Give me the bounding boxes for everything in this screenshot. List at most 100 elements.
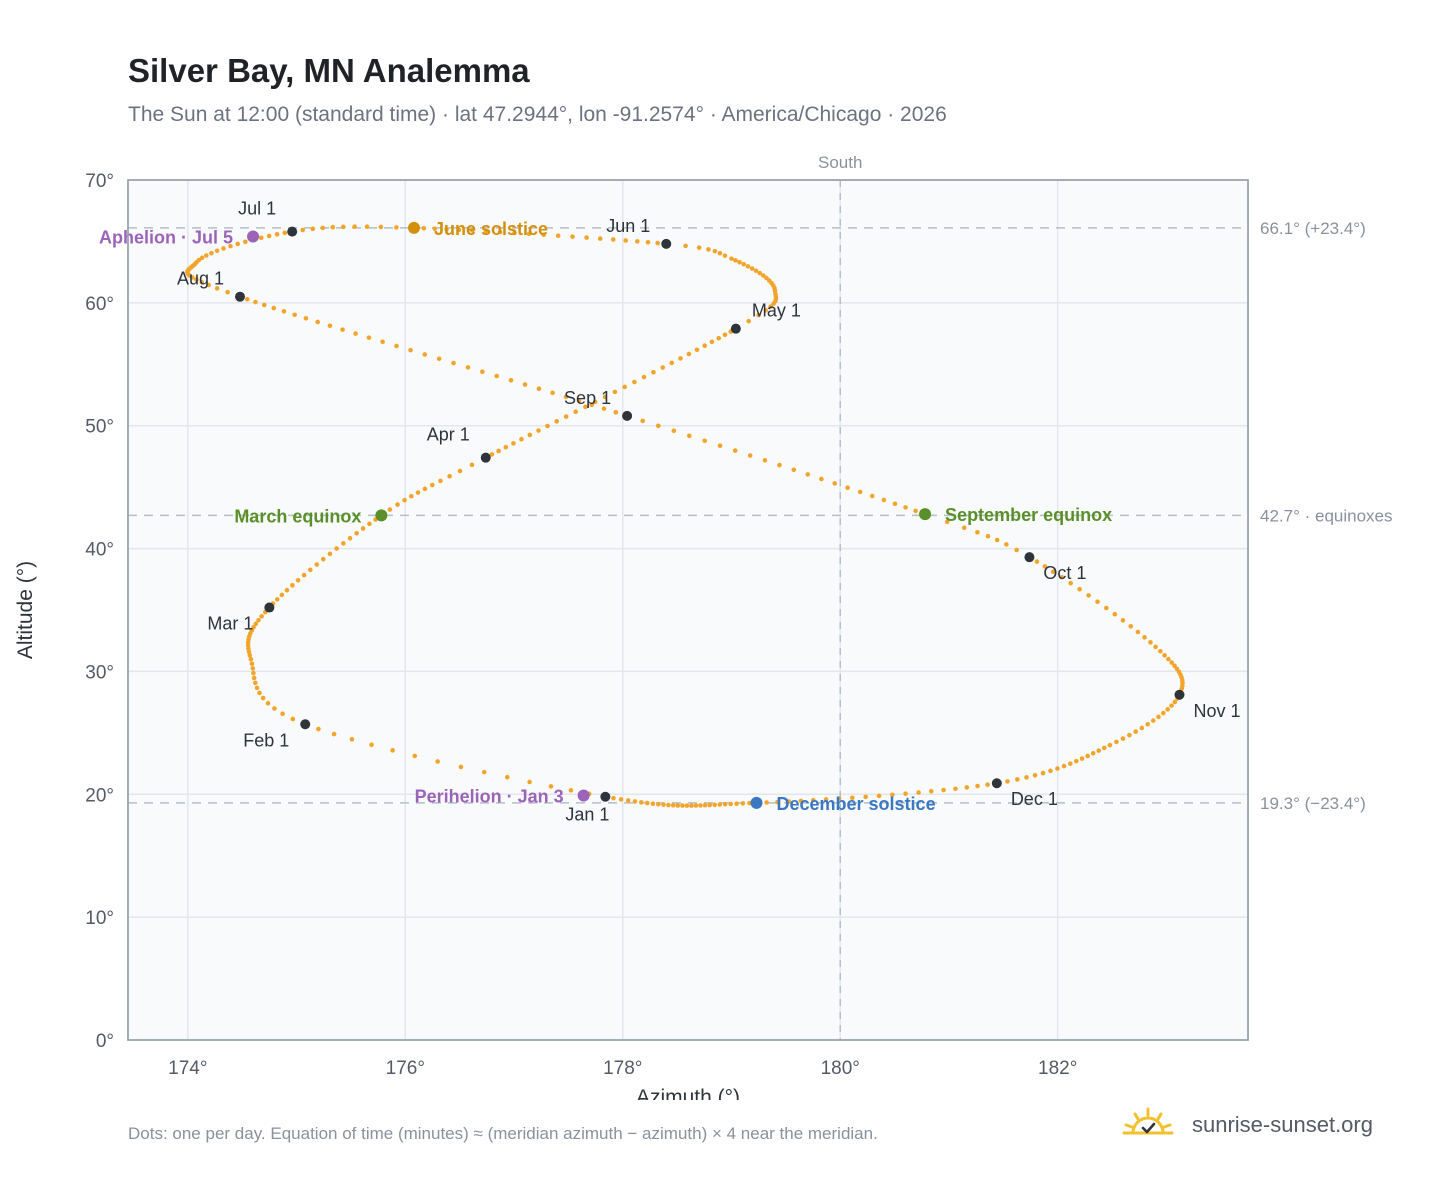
x-tick-label: 176°: [386, 1058, 425, 1079]
day-dot: [503, 444, 509, 450]
plot-frame: [127, 179, 1249, 1041]
day-dot: [669, 360, 675, 366]
brand-link[interactable]: sunrise-sunset.org: [1120, 1100, 1373, 1150]
day-dot: [757, 270, 763, 276]
day-dot: [768, 304, 773, 309]
day-dot: [504, 774, 510, 780]
day-dot: [745, 264, 751, 269]
day-dot: [190, 275, 195, 280]
day-dot: [221, 246, 226, 251]
day-dot: [632, 379, 637, 385]
day-dot: [775, 799, 780, 805]
event-label: September equinox: [945, 505, 1112, 525]
day-dot: [1153, 644, 1158, 650]
day-dot: [573, 409, 579, 415]
day-dot: [199, 255, 205, 261]
day-dot: [810, 797, 816, 803]
day-dot: [717, 802, 723, 807]
month-label: Jan 1: [565, 805, 609, 825]
month-label: Sep 1: [564, 388, 611, 408]
day-dot: [656, 801, 661, 807]
day-dot: [678, 356, 683, 361]
day-dot: [245, 296, 250, 302]
day-dot: [320, 556, 326, 562]
x-axis-title: Azimuth (°): [636, 1086, 740, 1100]
day-dot: [611, 795, 616, 801]
day-dot: [1055, 766, 1060, 771]
day-dot: [563, 414, 569, 419]
day-dot: [1085, 753, 1090, 759]
day-dot: [360, 526, 366, 531]
day-dot: [737, 259, 742, 265]
day-dot: [717, 250, 723, 256]
day-dot: [975, 783, 980, 789]
day-dot: [881, 497, 887, 503]
day-dot: [749, 266, 755, 271]
day-dot: [469, 228, 475, 233]
day-dot: [340, 327, 345, 332]
day-dot: [235, 241, 241, 247]
day-dot: [228, 243, 233, 249]
day-dot: [1090, 751, 1096, 756]
day-dot: [680, 803, 685, 808]
day-dot: [251, 675, 257, 681]
day-dot: [526, 231, 532, 237]
day-dot: [390, 748, 395, 753]
day-dot: [496, 448, 501, 454]
day-dot: [508, 377, 514, 383]
day-dot: [791, 467, 797, 473]
day-dot: [295, 577, 301, 583]
day-dot: [206, 282, 211, 288]
day-dot: [281, 309, 287, 314]
day-dot: [249, 661, 255, 666]
day-dot: [480, 369, 485, 374]
day-dot: [961, 525, 967, 531]
day-dot: [1162, 653, 1167, 658]
plot-background: [128, 180, 1248, 1040]
day-dot: [764, 800, 769, 805]
day-dot: [194, 277, 199, 282]
day-dot: [225, 289, 230, 295]
day-dot: [272, 706, 277, 711]
day-dot: [689, 803, 694, 808]
day-dot: [1079, 756, 1085, 761]
day-dot: [465, 365, 471, 370]
day-dot: [265, 700, 271, 706]
day-dot: [746, 318, 751, 324]
y-tick-label: 0°: [96, 1031, 114, 1052]
day-dot: [903, 505, 908, 510]
day-dot: [675, 803, 681, 808]
day-dot: [347, 535, 353, 541]
day-dot: [850, 795, 855, 801]
day-dot: [519, 436, 524, 442]
day-dot: [494, 373, 500, 379]
month-label: Apr 1: [427, 425, 470, 445]
day-dot: [422, 352, 428, 357]
day-dot: [290, 716, 296, 722]
day-dot: [380, 339, 385, 345]
day-dot: [214, 248, 220, 254]
day-dot: [1014, 547, 1019, 553]
day-dot: [964, 785, 970, 790]
day-dot: [555, 233, 561, 238]
day-dot: [1048, 768, 1053, 774]
day-dot: [1015, 777, 1020, 782]
day-dot: [712, 802, 717, 808]
month-marker: [1024, 552, 1035, 563]
day-dot: [315, 319, 320, 325]
day-dot: [261, 302, 267, 308]
event-label: December solstice: [777, 794, 936, 814]
day-dot: [252, 680, 258, 686]
day-dot: [341, 224, 346, 230]
chart-title: Silver Bay, MN Analemma: [128, 52, 530, 89]
day-dot: [436, 356, 442, 362]
month-marker: [287, 226, 298, 237]
day-dot: [756, 312, 761, 318]
day-dot: [613, 410, 619, 415]
day-dot: [1161, 710, 1166, 716]
day-dot: [422, 486, 428, 492]
day-dot: [728, 801, 734, 807]
day-dot: [612, 389, 618, 395]
day-dot: [327, 323, 333, 329]
day-dot: [716, 335, 722, 341]
